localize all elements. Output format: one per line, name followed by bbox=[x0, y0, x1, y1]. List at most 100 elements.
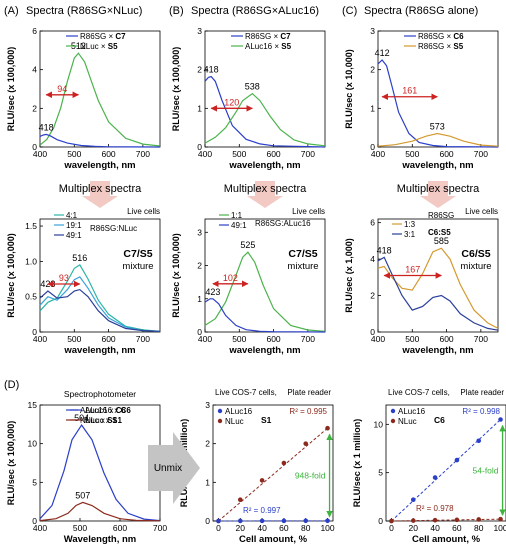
legend-label: NLuc x S1 bbox=[85, 416, 122, 425]
x-tick-label: 500 bbox=[405, 334, 419, 344]
series-line bbox=[204, 298, 326, 333]
y-axis-label: RLU/sec (x 100,000) bbox=[6, 421, 16, 506]
plot-frame bbox=[204, 30, 326, 148]
legend-bold: C6 bbox=[116, 406, 127, 415]
data-point bbox=[281, 460, 287, 466]
x-tick-label: 400 bbox=[371, 334, 385, 344]
x-tick-label: 700 bbox=[474, 334, 488, 344]
x-axis-label: Cell amount, % bbox=[412, 534, 481, 545]
series-line bbox=[39, 288, 161, 332]
x-tick-label: 40 bbox=[430, 523, 440, 533]
x-tick-label: 500 bbox=[405, 149, 419, 159]
data-point bbox=[476, 438, 482, 444]
data-point bbox=[498, 417, 503, 422]
live-cells-label: Live cells bbox=[465, 207, 498, 216]
r2-label: R² = 0.995 bbox=[289, 407, 327, 416]
x-tick-label: 400 bbox=[33, 149, 47, 159]
data-point bbox=[259, 478, 265, 483]
legend-ratio: 19:1 bbox=[66, 221, 82, 230]
y-tick-label: 15 bbox=[28, 400, 38, 410]
r2-label: R² = 0.978 bbox=[416, 504, 454, 513]
y-tick-label: 2 bbox=[197, 261, 202, 271]
y-tick-label: 2 bbox=[205, 439, 210, 449]
x-tick-label: 700 bbox=[301, 149, 315, 159]
x-axis-label: wavelength, nm bbox=[63, 345, 135, 356]
x-tick-label: 700 bbox=[301, 334, 315, 344]
chart-a2: 400 500 600 700 0 0.5 1.0 1.5 wavelength, nm RLU/… bbox=[6, 211, 161, 356]
legend-ratio: 1:3 bbox=[404, 220, 416, 229]
mixture-label: mixture bbox=[287, 261, 318, 272]
down-arrow-shape bbox=[82, 181, 118, 208]
multiplex-banner: Multiplex spectra Live cells bbox=[224, 181, 325, 216]
data-point bbox=[303, 518, 309, 524]
x-tick-label: 500 bbox=[232, 149, 246, 159]
legend-group: R86SG:ALuc16 bbox=[255, 219, 311, 228]
mixture-title: C7/S5 bbox=[123, 248, 152, 260]
legend-label: NLuc × S5 bbox=[80, 42, 118, 51]
data-point bbox=[454, 457, 460, 463]
legend-bold: C7 bbox=[280, 32, 291, 41]
panel-label: (C) bbox=[342, 5, 357, 17]
y-tick-label: 0 bbox=[197, 142, 202, 152]
series-line bbox=[39, 276, 161, 332]
x-tick-label: 40 bbox=[257, 523, 267, 533]
chart-b2: 400 500 600 700 0 1 2 3 wavelength, nm RLU/sec (x… bbox=[171, 211, 326, 356]
x-axis-label: Wavelength, nm bbox=[64, 534, 137, 545]
x-tick-label: 0 bbox=[216, 523, 221, 533]
series-line bbox=[204, 92, 326, 147]
series-line bbox=[39, 424, 161, 522]
x-tick-label: 400 bbox=[33, 334, 47, 344]
chart-b1: 400 500 600 700 0 1 2 3 wavelength, nm RLU/sec (x… bbox=[169, 5, 326, 171]
r2-label: R² = 0.998 bbox=[462, 407, 500, 416]
y-tick-label: 3 bbox=[205, 400, 210, 410]
y-tick-label: 0 bbox=[32, 142, 37, 152]
legend-group: C6 bbox=[434, 415, 445, 425]
legend-bold: C6 bbox=[121, 406, 132, 415]
x-tick-label: 400 bbox=[371, 149, 385, 159]
shift-label: 120 bbox=[224, 97, 239, 107]
x-tick-label: 20 bbox=[409, 523, 419, 533]
peak-label: 585 bbox=[434, 236, 449, 246]
x-tick-label: 500 bbox=[67, 334, 81, 344]
header-left: Live COS-7 cells, bbox=[215, 388, 277, 397]
header-right: Plate reader bbox=[287, 388, 331, 397]
peak-label: 512 bbox=[71, 41, 86, 51]
legend-label: ALuc16 bbox=[398, 407, 426, 416]
down-arrow-shape bbox=[247, 181, 283, 208]
shift-label: 161 bbox=[402, 86, 417, 96]
legend-bold: S5 bbox=[453, 42, 463, 51]
peak-label: 507 bbox=[75, 490, 90, 500]
series-line bbox=[204, 251, 326, 332]
legend-label: ALuc16 x C6 bbox=[85, 406, 131, 415]
chart-c2: 400 500 600 700 0 2 4 6 wavelength, nm RLU/sec (x… bbox=[344, 211, 499, 356]
unmix-arrow: Unmix bbox=[148, 432, 200, 504]
y-tick-label: 1 bbox=[205, 477, 210, 487]
y-axis-label: RLU/sec (x 1 million) bbox=[352, 419, 362, 508]
shift-label: 167 bbox=[405, 265, 420, 275]
legend-label: NLuc bbox=[225, 417, 244, 426]
y-tick-label: 1.5 bbox=[25, 221, 37, 231]
x-axis-label: wavelength, nm bbox=[63, 160, 135, 171]
legend-label: R86SG × C6 bbox=[418, 32, 464, 41]
legend-label: NLuc bbox=[398, 417, 417, 426]
x-tick-label: 0 bbox=[389, 523, 394, 533]
legend-bold: C6 bbox=[453, 32, 464, 41]
y-axis-label: RLU/sec (x 100,000) bbox=[6, 233, 16, 318]
y-tick-label: 0 bbox=[378, 516, 383, 526]
x-tick-label: 700 bbox=[474, 149, 488, 159]
x-tick-label: 600 bbox=[101, 149, 115, 159]
series-line bbox=[204, 75, 326, 148]
y-tick-label: 2 bbox=[370, 65, 375, 75]
multiplex-label: Multiplex spectra bbox=[59, 183, 142, 195]
series-line bbox=[39, 501, 161, 522]
peak-label: 423 bbox=[205, 287, 220, 297]
legend-bold: S5 bbox=[281, 42, 291, 51]
y-tick-label: 0 bbox=[370, 327, 375, 337]
legend-ratio: 4:1 bbox=[66, 211, 78, 220]
shift-label: 94 bbox=[57, 84, 67, 94]
y-tick-label: 2 bbox=[370, 291, 375, 301]
data-point bbox=[237, 497, 243, 503]
mixture-label: mixture bbox=[122, 261, 153, 272]
panel-title: Spectra (R86SG×NLuc) bbox=[26, 5, 142, 17]
plot-frame bbox=[39, 218, 161, 333]
